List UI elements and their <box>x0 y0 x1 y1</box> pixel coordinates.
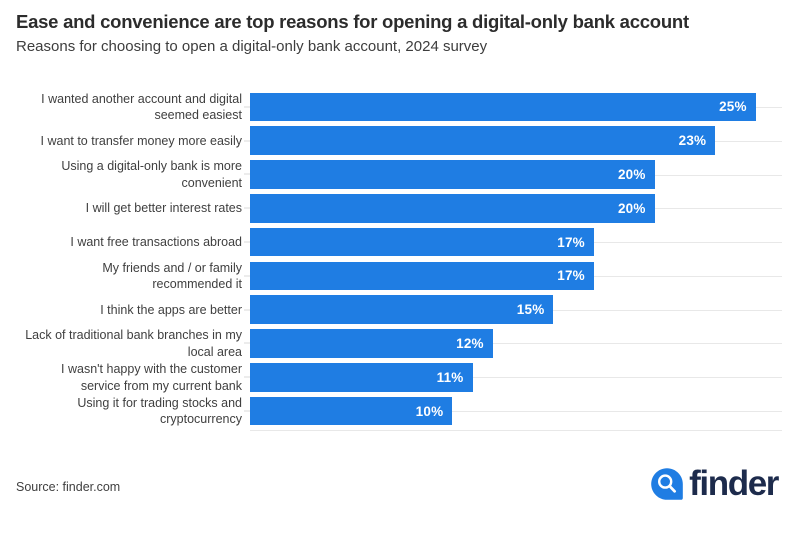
bar-value-label: 20% <box>617 166 646 182</box>
bar-value-label: 23% <box>678 133 707 149</box>
axis-tick <box>244 173 250 175</box>
bar-row: My friends and / or family recommended it… <box>0 259 796 293</box>
category-label: Using a digital-only bank is more conveni… <box>61 159 242 190</box>
bar[interactable]: 17% <box>250 261 594 291</box>
bar[interactable]: 17% <box>250 227 594 257</box>
axis-tick <box>244 342 250 344</box>
bar-row: Using it for trading stocks and cryptocur… <box>0 394 796 428</box>
bar-row: I want free transactions abroad 17% <box>0 225 796 259</box>
bar-row: I will get better interest rates 20% <box>0 191 796 225</box>
bar-value-label: 11% <box>436 369 464 385</box>
bar-row: Using a digital-only bank is more conveni… <box>0 158 796 192</box>
bar-row: I want to transfer money more easily 23% <box>0 124 796 158</box>
axis-tick <box>244 241 250 243</box>
axis-tick <box>244 309 250 311</box>
axis-tick <box>244 275 250 277</box>
bar[interactable]: 15% <box>250 295 554 325</box>
bar[interactable]: 11% <box>250 362 473 392</box>
bar[interactable]: 12% <box>250 329 493 358</box>
brand-wordmark: finder <box>689 464 779 503</box>
bar-row: I wasn't happy with the customer service … <box>0 360 796 394</box>
category-label: Lack of traditional bank branches in my l… <box>25 328 242 359</box>
category-label: My friends and / or family recommended it <box>102 260 242 291</box>
axis-tick <box>244 410 250 412</box>
chart-header: Ease and convenience are top reasons for… <box>0 0 796 57</box>
category-label: I want free transactions abroad <box>70 234 242 249</box>
category-label: I will get better interest rates <box>85 201 242 216</box>
bar[interactable]: 20% <box>250 160 655 189</box>
bar-rows: I wanted another account and digital seem… <box>0 88 796 436</box>
source-note: Source: finder.com <box>16 480 121 494</box>
category-label: Using it for trading stocks and cryptocur… <box>77 395 242 427</box>
page-title: Ease and convenience are top reasons for… <box>16 11 689 32</box>
chart-footer: Source: finder.com finder <box>0 458 796 558</box>
axis-tick <box>244 207 250 209</box>
bar-value-label: 12% <box>456 335 484 351</box>
bar[interactable]: 10% <box>250 396 453 426</box>
category-label: I want to transfer money more easily <box>40 133 242 148</box>
bar[interactable]: 25% <box>250 92 756 122</box>
axis-tick <box>244 140 250 142</box>
bar-value-label: 17% <box>557 268 585 284</box>
bar-chart-plot-area: I wanted another account and digital seem… <box>0 88 796 436</box>
bar-value-label: 15% <box>516 302 545 318</box>
finder-logo[interactable]: finder <box>650 464 779 503</box>
bar-value-label: 17% <box>557 234 585 250</box>
category-label: I think the apps are better <box>100 302 242 317</box>
bar-value-label: 20% <box>617 200 646 216</box>
bar[interactable]: 23% <box>250 126 716 156</box>
category-label: I wasn't happy with the customer service … <box>61 362 242 393</box>
category-label: I wanted another account and digital seem… <box>41 91 242 122</box>
bar-value-label: 10% <box>415 403 444 419</box>
axis-tick <box>244 106 250 108</box>
bar-row: I think the apps are better 15% <box>0 293 796 327</box>
bar-row: I wanted another account and digital seem… <box>0 90 796 124</box>
bar-value-label: 25% <box>719 99 747 115</box>
bar-row: Lack of traditional bank branches in my l… <box>0 327 796 361</box>
bar[interactable]: 20% <box>250 193 655 223</box>
chart-subtitle: Reasons for choosing to open a digital-o… <box>16 38 488 56</box>
magnifier-pin-icon <box>650 467 684 501</box>
axis-tick <box>244 376 250 378</box>
